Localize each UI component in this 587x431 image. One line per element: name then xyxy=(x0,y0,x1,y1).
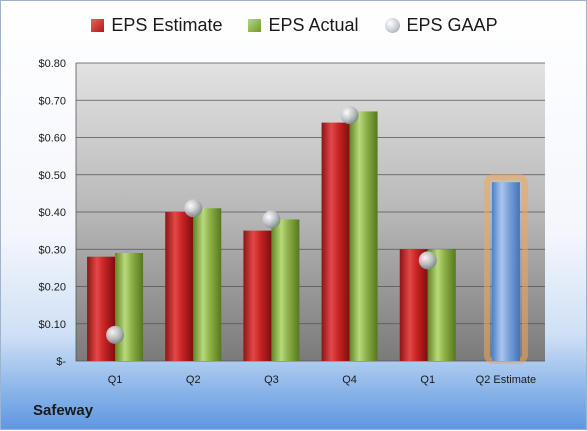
marker-eps-gaap xyxy=(262,210,281,229)
y-tick-label: $0.40 xyxy=(38,207,66,219)
y-tick-label: $- xyxy=(56,356,66,368)
y-tick-label: $0.50 xyxy=(38,170,66,182)
marker-eps-gaap xyxy=(418,251,437,270)
legend-item-eps-actual: EPS Actual xyxy=(248,15,359,36)
x-tick-label: Q3 xyxy=(264,374,279,386)
marker-eps-gaap xyxy=(106,325,125,344)
bar-eps-estimate xyxy=(87,256,116,361)
bar-eps-estimate xyxy=(321,122,350,361)
y-tick-label: $0.80 xyxy=(38,58,66,70)
legend-label-eps-estimate: EPS Estimate xyxy=(111,15,223,35)
y-tick-label: $0.10 xyxy=(38,319,66,331)
marker-eps-gaap xyxy=(184,199,203,218)
bar-eps-actual xyxy=(349,111,378,361)
x-tick-label: Q1 xyxy=(420,374,435,386)
legend-swatch-eps-actual xyxy=(248,19,262,32)
bar-q2-estimate xyxy=(491,182,520,361)
legend-swatch-eps-gaap xyxy=(384,18,400,33)
legend-swatch-eps-estimate xyxy=(91,19,105,32)
y-tick-label: $0.70 xyxy=(38,95,66,107)
bar-eps-actual xyxy=(193,208,222,361)
legend-label-eps-actual: EPS Actual xyxy=(268,15,359,35)
x-tick-label: Q1 xyxy=(108,374,123,386)
legend: EPS Estimate EPS Actual EPS GAAP xyxy=(1,15,587,36)
legend-item-eps-gaap: EPS GAAP xyxy=(384,15,498,36)
marker-eps-gaap xyxy=(340,106,359,125)
x-tick-label: Q2 Estimate xyxy=(476,374,537,386)
y-tick-label: $0.60 xyxy=(38,133,66,145)
y-tick-label: $0.20 xyxy=(38,282,66,294)
bar-eps-actual xyxy=(115,252,144,361)
company-name: Safeway xyxy=(33,402,94,419)
legend-item-eps-estimate: EPS Estimate xyxy=(91,15,222,36)
bar-eps-actual xyxy=(271,219,300,361)
legend-label-eps-gaap: EPS GAAP xyxy=(406,15,498,35)
bar-eps-estimate xyxy=(243,230,272,361)
x-tick-label: Q2 xyxy=(186,374,201,386)
bar-eps-estimate xyxy=(165,212,194,361)
y-tick-label: $0.30 xyxy=(38,244,66,256)
x-tick-label: Q4 xyxy=(342,374,357,386)
